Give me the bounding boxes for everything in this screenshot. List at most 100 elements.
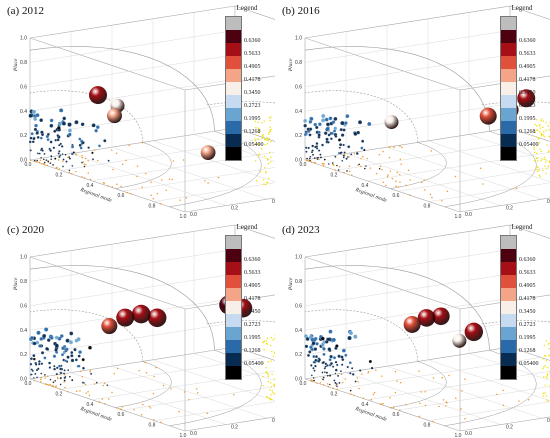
data-point — [305, 150, 308, 153]
wall-projection-dot — [534, 151, 536, 154]
data-point — [344, 353, 348, 357]
floor-projection-dot — [87, 391, 89, 393]
wall-projection-dot — [269, 398, 272, 401]
grid-line — [122, 386, 275, 411]
wall-projection-dot — [540, 159, 542, 162]
data-point — [59, 154, 62, 157]
legend-value: 0.6360 — [244, 38, 261, 44]
data-point — [309, 159, 312, 162]
data-point — [342, 156, 345, 159]
wall-projection-dot — [542, 395, 545, 397]
data-point — [344, 121, 348, 125]
data-point — [325, 122, 330, 127]
data-point — [303, 133, 307, 137]
x-tick-label: 0.4 — [362, 402, 369, 408]
wall-projection-dot — [542, 367, 544, 370]
floor-projection-dot — [318, 158, 320, 160]
cube-edge — [509, 224, 550, 239]
x-tick-label: 0.4 — [362, 183, 369, 189]
legend-swatch — [226, 82, 241, 95]
data-point — [68, 375, 71, 378]
floor-projection-dot — [152, 197, 155, 200]
data-point — [341, 358, 345, 362]
floor-projection-dot — [341, 381, 344, 384]
wall-projection-dot — [266, 337, 269, 340]
wall-projection-dot — [261, 122, 263, 124]
data-point — [60, 371, 63, 375]
legend-swatch — [501, 327, 516, 340]
wall-projection-dot — [536, 160, 539, 162]
legend-swatch — [226, 69, 241, 82]
data-point — [319, 153, 322, 156]
data-point — [36, 330, 41, 335]
data-point — [54, 335, 59, 340]
floor-projection-dot — [326, 383, 329, 385]
data-point — [342, 128, 346, 132]
legend-title: Legend — [236, 4, 258, 12]
data-point — [329, 361, 333, 366]
data-point — [46, 138, 50, 142]
data-point — [81, 358, 85, 362]
floor-projection-dot — [160, 421, 162, 423]
floor-projection-dot — [47, 383, 49, 386]
floor-projection-dot — [407, 169, 410, 172]
floor-projection-dot — [104, 402, 106, 405]
wall-projection-dot — [267, 177, 270, 180]
floor-projection-dot — [58, 168, 61, 170]
floor-projection-dot — [367, 372, 369, 374]
floor-projection-dot — [217, 176, 220, 179]
floor-projection-dot — [150, 181, 152, 183]
floor-projection-dot — [93, 149, 96, 151]
data-point — [323, 371, 326, 374]
floor-projection-dot — [350, 393, 352, 395]
floor-projection-dot — [343, 153, 346, 155]
data-point — [360, 146, 364, 150]
z-tick-label: 0.4 — [295, 328, 302, 334]
wall-projection-dot — [543, 355, 546, 357]
wall-projection-dot — [545, 359, 548, 362]
data-point — [49, 118, 54, 123]
data-point-large — [464, 322, 483, 342]
data-point — [351, 372, 355, 376]
data-point — [337, 138, 342, 142]
wall-projection-dot — [266, 137, 269, 139]
data-point — [306, 157, 308, 160]
x-tick-label: 0.4 — [87, 183, 94, 189]
floor-projection-dot — [141, 142, 143, 144]
data-point — [345, 157, 348, 160]
data-point — [59, 334, 64, 338]
floor-projection-dot — [57, 159, 60, 161]
data-point — [42, 158, 45, 161]
floor-projection-dot — [399, 181, 401, 183]
data-point — [321, 361, 325, 364]
floor-projection-dot — [378, 154, 381, 156]
floor-projection-dot — [75, 170, 77, 173]
floor-projection-dot — [125, 159, 127, 162]
data-point — [311, 144, 315, 148]
wall-projection-dot — [545, 161, 547, 163]
data-point — [330, 131, 334, 135]
grid-line — [427, 140, 550, 182]
data-point — [91, 123, 96, 128]
legend-swatch — [226, 366, 241, 379]
wall-projection-dot — [254, 143, 256, 145]
legend-swatch — [501, 30, 516, 43]
floor-arc — [444, 130, 537, 208]
data-point — [331, 162, 334, 165]
cube-edge — [509, 5, 550, 20]
data-point — [309, 345, 313, 349]
data-point — [61, 121, 66, 126]
data-point — [326, 374, 329, 377]
data-point — [324, 362, 328, 366]
z-axis-label: Place — [13, 58, 19, 72]
floor-projection-dot — [183, 391, 186, 393]
legend-value: 0.2723 — [244, 322, 261, 328]
floor-projection-dot — [87, 172, 89, 174]
wall-projection-dot — [273, 393, 275, 395]
wall-projection-dot — [267, 159, 269, 161]
wall-projection-dot — [546, 373, 549, 375]
cube-edge — [459, 75, 550, 91]
data-point — [368, 359, 373, 364]
x-tick-label: 0.8 — [424, 204, 431, 210]
wall-arc — [304, 90, 419, 143]
